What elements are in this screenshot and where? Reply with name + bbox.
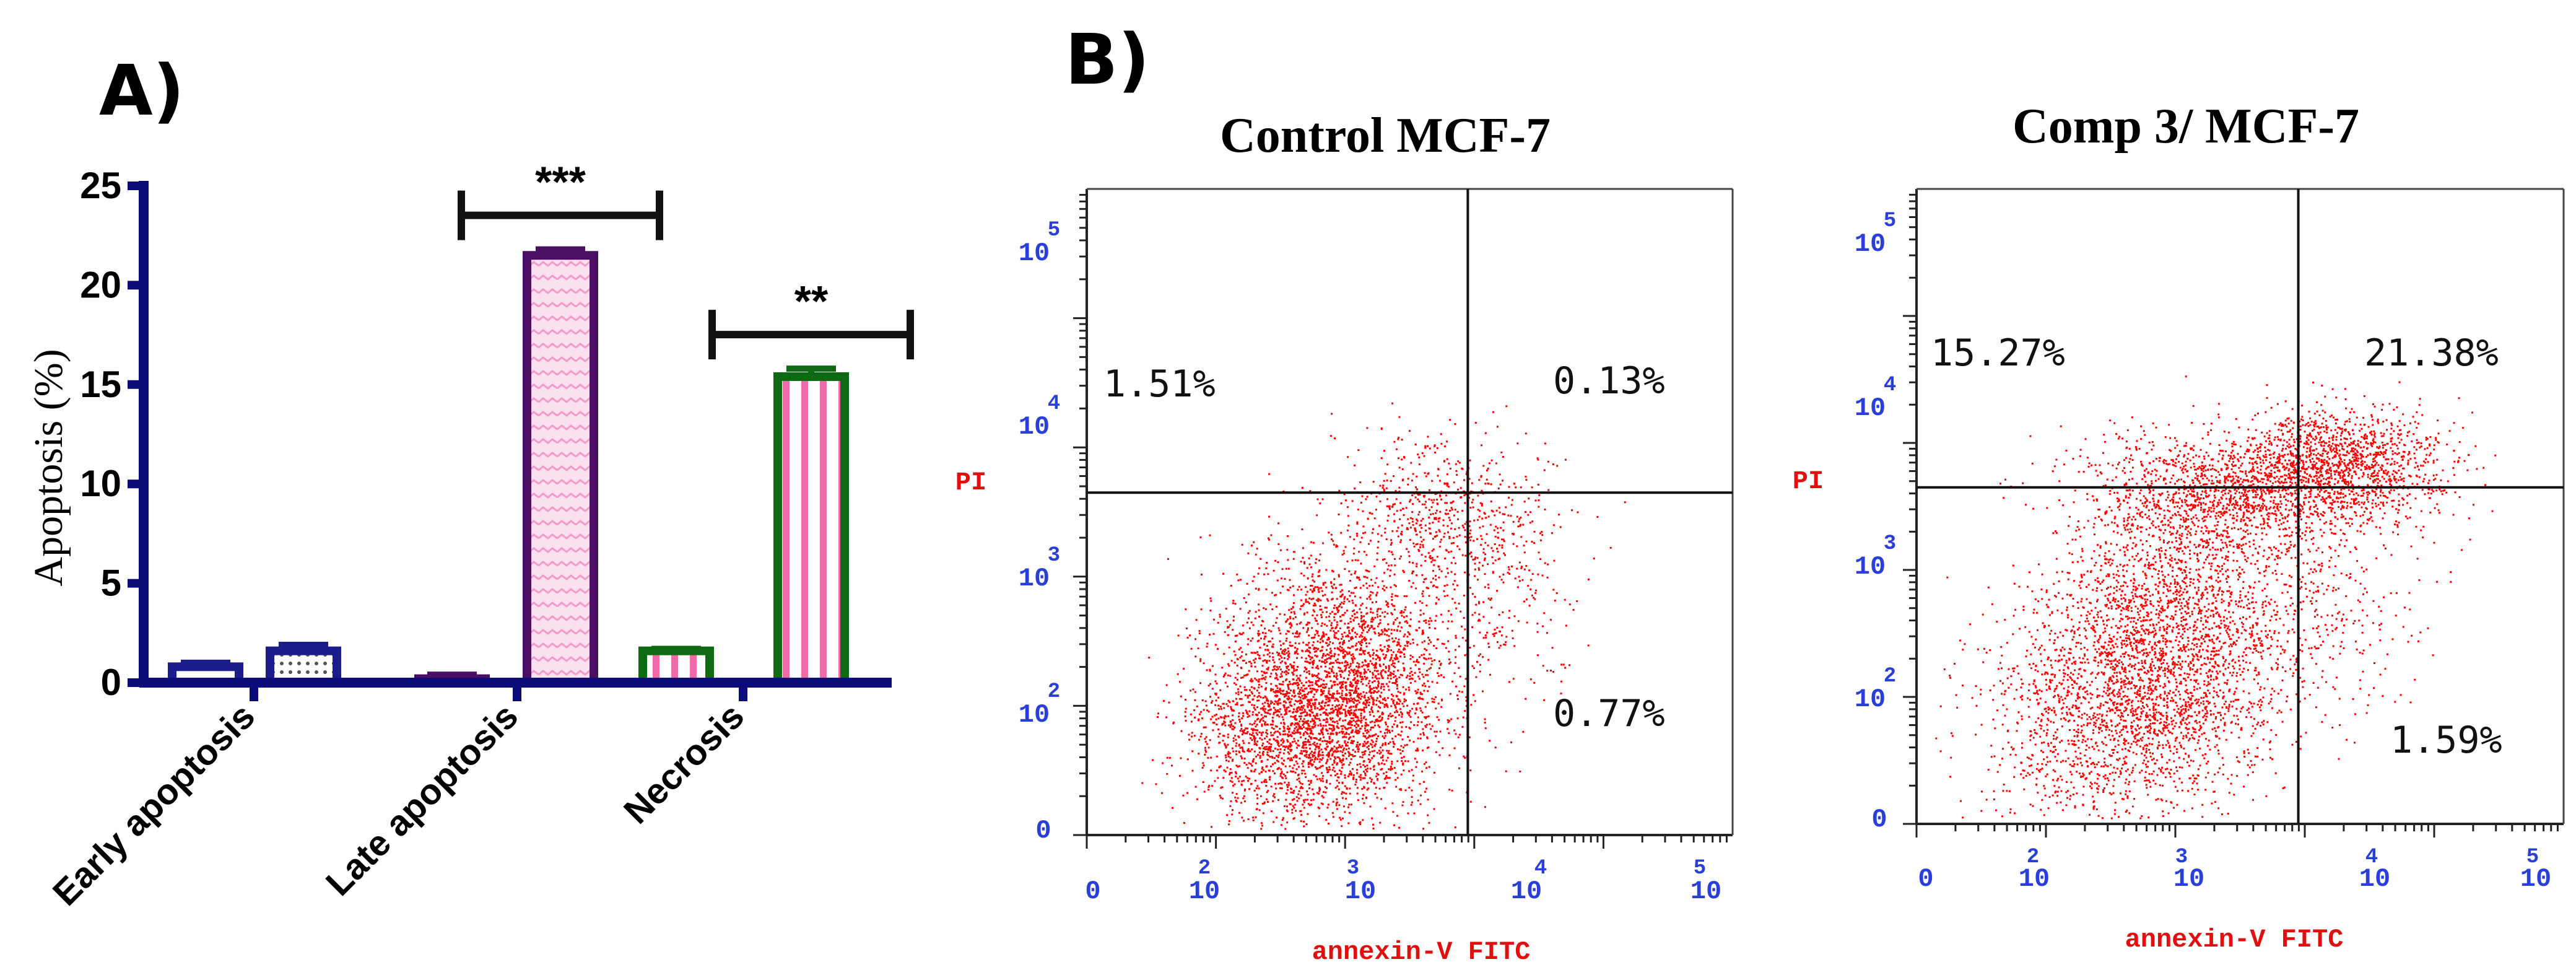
quadrant-upper-left-value: 1.51% bbox=[1103, 362, 1216, 406]
y-tick-label: 20 bbox=[80, 264, 121, 305]
y-tick-label: 25 bbox=[80, 165, 121, 206]
y-tick-base: 10 bbox=[1019, 238, 1050, 268]
quadrant-lower-right-value: 0.77% bbox=[1553, 692, 1665, 735]
x-tick-exponent: 3 bbox=[1347, 857, 1359, 880]
y-tick-base: 10 bbox=[1855, 552, 1886, 582]
x-tick-base: 10 bbox=[2359, 864, 2390, 894]
x-tick-base: 10 bbox=[2174, 864, 2204, 894]
y-tick-exponent: 3 bbox=[1884, 532, 1896, 556]
flow-plot-control: Control MCF-7 PI annexin-V FITC 1.51% 0.… bbox=[955, 108, 1734, 967]
y-tick-label: 10 bbox=[80, 463, 121, 504]
flow-plot-xlabel: annexin-V FITC bbox=[1312, 937, 1531, 967]
bar-chart-axes bbox=[139, 181, 892, 701]
bar-chart-yticks: 0 5 10 15 20 25 bbox=[80, 165, 144, 703]
flow-plot-title: Comp 3/ MCF-7 bbox=[2012, 99, 2359, 154]
category-label: Early apoptosis bbox=[45, 696, 263, 913]
significance-label: ** bbox=[794, 277, 829, 325]
significance-label: *** bbox=[535, 158, 586, 206]
category-label: Necrosis bbox=[616, 696, 752, 831]
bar-chart-categories: Early apoptosis Late apoptosis Necrosis bbox=[45, 696, 752, 913]
x-tick-exponent: 5 bbox=[2526, 846, 2539, 869]
bar-chart-significance: ***** bbox=[458, 158, 914, 360]
flow-plot-ylabel: PI bbox=[955, 468, 986, 497]
flow-plot-ylabel: PI bbox=[1793, 466, 1824, 496]
y-tick-label: 5 bbox=[101, 562, 121, 604]
x-tick-base: 10 bbox=[2019, 864, 2050, 894]
y-tick-base: 10 bbox=[1019, 700, 1050, 730]
x-tick-base: 10 bbox=[1189, 877, 1220, 906]
x-tick-exponent: 4 bbox=[1534, 857, 1547, 880]
x-tick-base: 10 bbox=[2520, 864, 2551, 894]
x-tick-exponent: 3 bbox=[2175, 846, 2188, 869]
scatter-points bbox=[1141, 402, 1626, 830]
y-tick-exponent: 5 bbox=[1048, 219, 1060, 242]
flow-plot-comp3: Comp 3/ MCF-7 PI annexin-V FITC 15.27% 2… bbox=[1793, 99, 2565, 955]
x-tick-base: 10 bbox=[1690, 877, 1721, 906]
x-tick-base: 10 bbox=[1345, 877, 1376, 906]
y-tick-exponent: 4 bbox=[1884, 374, 1896, 397]
y-tick-exponent: 4 bbox=[1048, 392, 1060, 416]
x-tick-base: 10 bbox=[1511, 877, 1542, 906]
x-tick-exponent: 4 bbox=[2365, 846, 2378, 869]
bar-late-apoptosis-comp3 bbox=[523, 251, 598, 687]
y-tick-label: 15 bbox=[80, 364, 121, 405]
x-tick-label: 0 bbox=[1085, 877, 1100, 906]
bar-chart-ylabel: Apoptosis (%) bbox=[26, 349, 71, 586]
bar-necrosis-comp3 bbox=[773, 372, 849, 688]
y-tick-exponent: 2 bbox=[1048, 680, 1060, 704]
panel-b-label: B) bbox=[1065, 20, 1150, 100]
y-tick-exponent: 2 bbox=[1884, 665, 1896, 688]
flow-plot-title: Control MCF-7 bbox=[1220, 108, 1551, 163]
panel-a-label: A) bbox=[99, 51, 185, 131]
y-tick-base: 10 bbox=[1019, 564, 1050, 593]
quadrant-upper-right-value: 0.13% bbox=[1553, 359, 1665, 403]
category-label: Late apoptosis bbox=[318, 696, 526, 903]
quadrant-upper-left-value: 15.27% bbox=[1931, 331, 2065, 375]
y-tick-base: 10 bbox=[1019, 412, 1050, 442]
quadrant-upper-right-value: 21.38% bbox=[2364, 331, 2499, 375]
quadrant-lower-right-value: 1.59% bbox=[2390, 719, 2502, 762]
y-tick-base: 10 bbox=[1855, 393, 1886, 423]
y-tick-label: 0 bbox=[101, 662, 121, 703]
x-tick-label: 0 bbox=[1918, 864, 1933, 894]
x-tick-exponent: 2 bbox=[2027, 846, 2039, 869]
bar-chart-bars bbox=[168, 246, 849, 688]
flow-plot-xlabel: annexin-V FITC bbox=[2125, 925, 2344, 955]
y-tick-exponent: 5 bbox=[1884, 209, 1896, 233]
y-tick-exponent: 3 bbox=[1048, 544, 1060, 567]
y-tick-base: 10 bbox=[1855, 229, 1886, 259]
y-tick-label: 0 bbox=[1035, 816, 1051, 846]
y-tick-base: 10 bbox=[1855, 685, 1886, 714]
scatter-points bbox=[1935, 375, 2497, 820]
x-tick-exponent: 5 bbox=[1694, 857, 1706, 880]
y-tick-label: 0 bbox=[1871, 805, 1887, 834]
x-tick-exponent: 2 bbox=[1198, 857, 1211, 880]
